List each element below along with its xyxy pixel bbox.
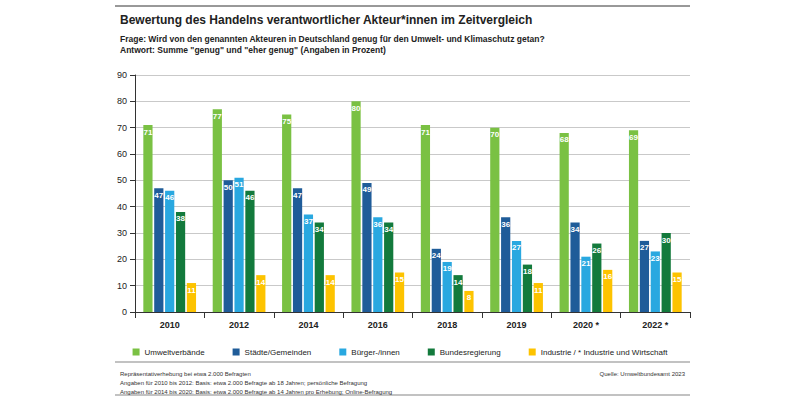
svg-text:Bundesregierung: Bundesregierung bbox=[440, 348, 501, 357]
svg-text:2010: 2010 bbox=[160, 320, 180, 330]
svg-text:27: 27 bbox=[640, 243, 649, 252]
svg-text:37: 37 bbox=[304, 217, 313, 226]
svg-text:30: 30 bbox=[117, 228, 127, 238]
svg-text:47: 47 bbox=[293, 191, 302, 200]
svg-text:Bürger-/innen: Bürger-/innen bbox=[351, 348, 399, 357]
svg-text:21: 21 bbox=[581, 259, 590, 268]
svg-text:18: 18 bbox=[523, 267, 532, 276]
svg-text:11: 11 bbox=[534, 286, 543, 295]
svg-text:71: 71 bbox=[421, 128, 430, 137]
svg-text:16: 16 bbox=[603, 272, 612, 281]
svg-text:34: 34 bbox=[384, 225, 393, 234]
svg-text:23: 23 bbox=[651, 254, 660, 263]
svg-text:51: 51 bbox=[235, 180, 244, 189]
svg-text:Umweltverbände: Umweltverbände bbox=[145, 348, 206, 357]
svg-text:2018: 2018 bbox=[437, 320, 457, 330]
svg-text:40: 40 bbox=[117, 202, 127, 212]
svg-text:47: 47 bbox=[154, 191, 163, 200]
svg-text:10: 10 bbox=[117, 281, 127, 291]
svg-text:26: 26 bbox=[592, 246, 601, 255]
svg-text:Frage: Wird von den genannten: Frage: Wird von den genannten Akteuren i… bbox=[120, 34, 545, 44]
svg-text:46: 46 bbox=[165, 193, 174, 202]
svg-text:15: 15 bbox=[395, 275, 404, 284]
svg-text:27: 27 bbox=[512, 243, 521, 252]
svg-text:77: 77 bbox=[213, 112, 222, 121]
svg-text:80: 80 bbox=[352, 104, 361, 113]
svg-text:2016: 2016 bbox=[368, 320, 388, 330]
svg-text:Angaben für 2010 bis 2012: Bas: Angaben für 2010 bis 2012: Basis: etwa 2… bbox=[120, 380, 367, 386]
svg-text:Industrie / * Industrie und Wi: Industrie / * Industrie und Wirtschaft bbox=[541, 348, 669, 357]
svg-text:24: 24 bbox=[432, 251, 441, 260]
svg-text:Bewertung des Handelns verantw: Bewertung des Handelns verantwortlicher … bbox=[120, 13, 532, 27]
svg-text:Quelle: Umweltbundesamt 2023: Quelle: Umweltbundesamt 2023 bbox=[600, 371, 686, 377]
svg-text:68: 68 bbox=[560, 135, 569, 144]
svg-text:Angaben für 2014 bis 2020: Bas: Angaben für 2014 bis 2020: Basis: etwa 2… bbox=[120, 389, 392, 395]
svg-text:2019: 2019 bbox=[507, 320, 527, 330]
svg-text:Antwort: Summe "genug" und "eh: Antwort: Summe "genug" und "eher genug" … bbox=[120, 45, 386, 55]
svg-text:0: 0 bbox=[122, 307, 127, 317]
svg-text:8: 8 bbox=[467, 293, 472, 302]
svg-text:34: 34 bbox=[315, 225, 324, 234]
svg-text:11: 11 bbox=[187, 286, 196, 295]
svg-text:14: 14 bbox=[326, 278, 335, 287]
svg-text:71: 71 bbox=[143, 128, 152, 137]
svg-text:2014: 2014 bbox=[298, 320, 318, 330]
svg-text:2022 *: 2022 * bbox=[642, 320, 669, 330]
svg-text:Repräsentativerhebung bei etwa: Repräsentativerhebung bei etwa 2.000 Bef… bbox=[120, 371, 251, 377]
svg-text:20: 20 bbox=[117, 254, 127, 264]
svg-text:19: 19 bbox=[443, 264, 452, 273]
svg-text:50: 50 bbox=[224, 183, 233, 192]
svg-text:69: 69 bbox=[629, 133, 638, 142]
svg-text:70: 70 bbox=[490, 130, 499, 139]
svg-text:38: 38 bbox=[176, 214, 185, 223]
svg-text:46: 46 bbox=[245, 193, 254, 202]
svg-text:15: 15 bbox=[673, 275, 682, 284]
svg-text:36: 36 bbox=[501, 220, 510, 229]
svg-text:2012: 2012 bbox=[229, 320, 249, 330]
svg-text:49: 49 bbox=[362, 185, 371, 194]
svg-text:36: 36 bbox=[373, 220, 382, 229]
svg-text:Städte/Gemeinden: Städte/Gemeinden bbox=[245, 348, 312, 357]
svg-text:2020 *: 2020 * bbox=[573, 320, 600, 330]
svg-text:30: 30 bbox=[662, 236, 671, 245]
svg-text:34: 34 bbox=[571, 225, 580, 234]
svg-text:80: 80 bbox=[117, 96, 127, 106]
svg-text:70: 70 bbox=[117, 123, 127, 133]
svg-text:75: 75 bbox=[282, 117, 291, 126]
svg-text:90: 90 bbox=[117, 70, 127, 80]
svg-text:14: 14 bbox=[454, 278, 463, 287]
svg-text:60: 60 bbox=[117, 149, 127, 159]
svg-text:14: 14 bbox=[256, 278, 265, 287]
svg-text:50: 50 bbox=[117, 175, 127, 185]
